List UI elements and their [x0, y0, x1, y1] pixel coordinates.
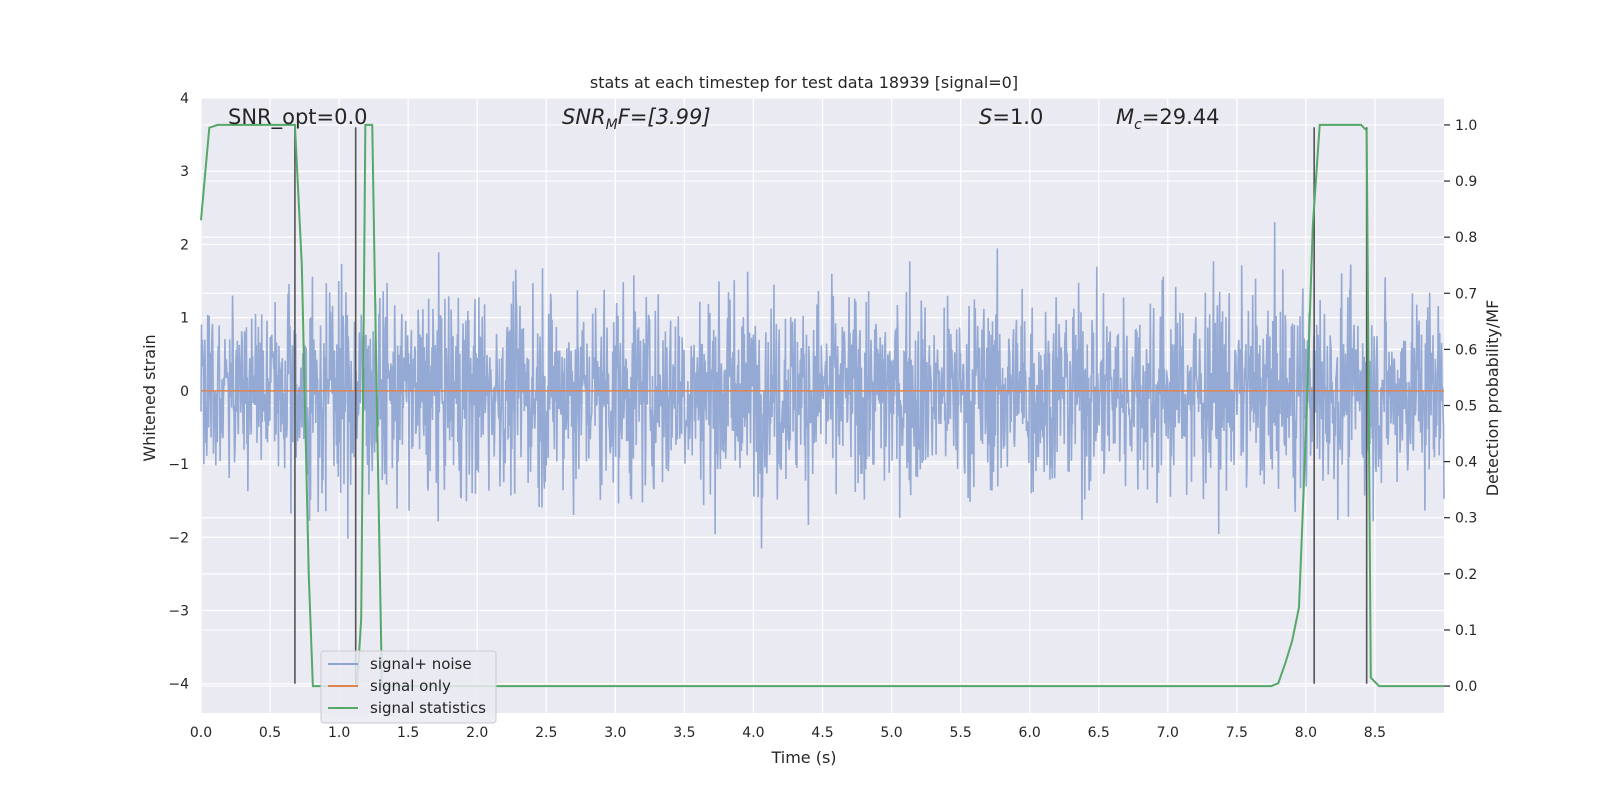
y-left-axis-label: Whitened strain: [140, 334, 159, 461]
y-left-tick-label-5: 1: [180, 311, 189, 327]
y-left-tick-label-0: −4: [168, 677, 189, 693]
signal-noise-line: [200, 222, 1445, 549]
y-right-tick-label-7: 0.7: [1455, 286, 1477, 302]
annotation-snr-mf-main: SNR: [562, 105, 606, 129]
chart-title: stats at each timestep for test data 189…: [590, 73, 1018, 92]
x-tick-label-10: 5.0: [880, 725, 902, 741]
grid-lines: [200, 97, 1444, 713]
annotation-s-rest: =1.0: [992, 105, 1043, 129]
annotation-snr-mf: SNRMF=[3.99]: [562, 105, 711, 133]
x-tick-label-7: 3.5: [673, 725, 695, 741]
y-left-tick-label-1: −3: [168, 604, 189, 620]
annotation-snr-mf-sub: M: [606, 117, 618, 133]
y-left-tick-label-2: −2: [168, 530, 189, 546]
signal-statistics-line: [200, 123, 1444, 688]
annotation-s-main: S: [979, 105, 992, 129]
x-tick-label-2: 1.0: [328, 725, 350, 741]
y-left-tick-label-7: 3: [180, 164, 189, 180]
x-tick-label-13: 6.5: [1088, 725, 1110, 741]
series-signal-statistics: [200, 123, 1444, 688]
legend-label-signal-statistics: signal statistics: [370, 699, 486, 717]
x-tick-label-8: 4.0: [742, 725, 764, 741]
legend-label-signal-noise: signal+ noise: [370, 655, 472, 673]
annotation-s: S=1.0: [979, 105, 1043, 129]
legend-label-signal-only: signal only: [370, 677, 451, 695]
x-tick-label-6: 3.0: [604, 725, 626, 741]
annotation-snr-mf-rest: F=[3.99]: [618, 105, 711, 129]
x-tick-label-1: 0.5: [259, 725, 281, 741]
y-right-tick-label-0: 0.0: [1455, 679, 1477, 695]
y-right-tick-label-1: 0.1: [1455, 623, 1477, 639]
legend-box: [320, 650, 497, 724]
y-right-tick-label-10: 1.0: [1455, 118, 1477, 134]
x-tick-label-14: 7.0: [1157, 725, 1179, 741]
legend: signal+ noise signal only signal statist…: [320, 650, 497, 724]
y-right-tick-label-8: 0.8: [1455, 230, 1477, 246]
series-signal-noise: [200, 222, 1445, 549]
y-left-tick-label-6: 2: [180, 237, 189, 253]
annotation-snr-opt: SNR_opt=0.0: [228, 105, 368, 130]
x-tick-label-0: 0.0: [190, 725, 212, 741]
y-left-axis-ticks: −4 −3 −2 −1 0 1 2 3 4: [168, 91, 189, 693]
x-axis-ticks: 0.0 0.5 1.0 1.5 2.0 2.5 3.0 3.5 4.0 4.5 5.0 5.5 6.0 6…: [190, 725, 1386, 741]
annotation-mc: Mc=29.44: [1116, 105, 1220, 133]
y-left-tick-label-4: 0: [180, 384, 189, 400]
x-tick-label-3: 1.5: [397, 725, 419, 741]
y-right-tick-label-4: 0.4: [1455, 455, 1477, 471]
y-right-axis-ticks: 0.0 0.1 0.2 0.3 0.4 0.5 0.6 0.7 0.8 0.9 1.0: [1444, 118, 1477, 695]
y-right-axis-label: Detection probability/MF: [1483, 300, 1502, 497]
x-tick-label-11: 5.5: [949, 725, 971, 741]
annotation-mc-sub: c: [1134, 117, 1142, 133]
x-tick-label-16: 8.0: [1295, 725, 1317, 741]
y-right-tick-label-6: 0.6: [1455, 342, 1477, 358]
annotation-mc-main: M: [1116, 105, 1134, 129]
y-right-tick-label-3: 0.3: [1455, 511, 1477, 527]
x-tick-label-9: 4.5: [811, 725, 833, 741]
y-left-tick-label-8: 4: [180, 91, 189, 107]
x-axis-label: Time (s): [770, 748, 836, 767]
x-tick-label-12: 6.0: [1019, 725, 1041, 741]
y-left-tick-label-3: −1: [168, 457, 189, 473]
x-tick-label-15: 7.5: [1226, 725, 1248, 741]
y-right-tick-label-2: 0.2: [1455, 567, 1477, 583]
y-right-tick-label-9: 0.9: [1455, 174, 1477, 190]
x-tick-label-4: 2.0: [466, 725, 488, 741]
y-right-tick-label-5: 0.5: [1455, 399, 1477, 415]
annotation-mc-rest: =29.44: [1142, 105, 1220, 129]
x-tick-label-5: 2.5: [535, 725, 557, 741]
x-tick-label-17: 8.5: [1364, 725, 1386, 741]
